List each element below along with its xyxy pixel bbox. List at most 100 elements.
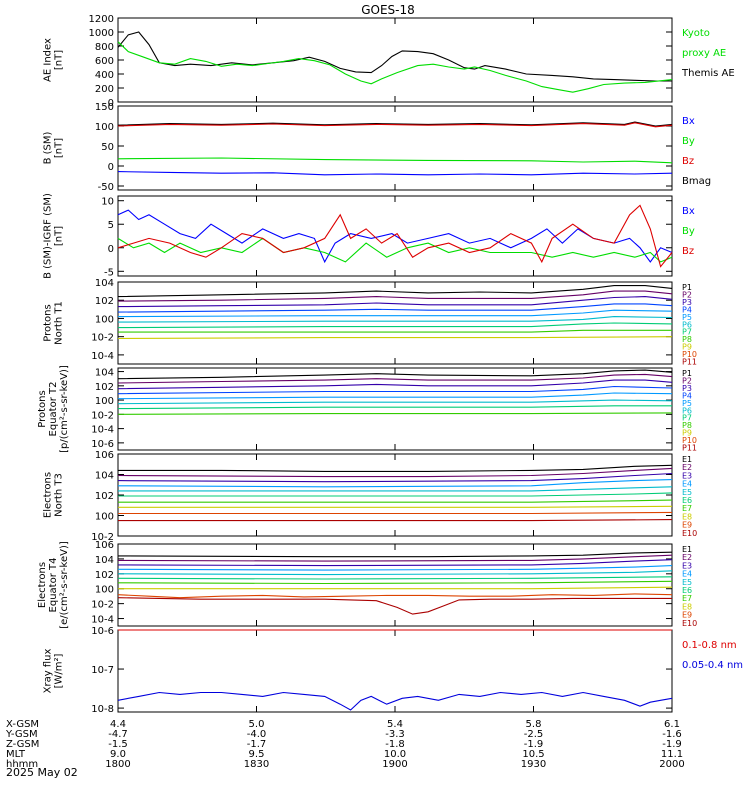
y-tick-label: 100 [95, 512, 114, 523]
series-line-p3 [117, 379, 673, 390]
legend-entry: E2 [682, 553, 692, 562]
legend-entry: E9 [682, 521, 692, 530]
series-line-e6 [117, 576, 673, 580]
series-line-e6 [118, 492, 673, 497]
y-tick-label: 1200 [89, 14, 114, 25]
x-row-value: 6.1 [664, 719, 680, 730]
series-line-e5 [118, 486, 673, 492]
y-tick-label: 102 [95, 296, 114, 307]
y-tick-label: 102 [95, 382, 114, 393]
legend-entry: E3 [682, 471, 692, 480]
legend-entry: P10 [682, 350, 697, 359]
series-line-e9 [118, 511, 673, 515]
series-line-p2 [117, 290, 673, 302]
y-tick-label: 400 [95, 70, 114, 81]
y-tick-label: 0 [108, 162, 114, 173]
legend-entry: E10 [682, 619, 697, 628]
series-line-bx [117, 171, 673, 176]
y-tick-label: 10-4 [91, 351, 114, 362]
legend-entry: P7 [682, 414, 692, 423]
legend-entry: P5 [682, 313, 692, 322]
x-row-value: 10.5 [522, 749, 544, 760]
legend-entry: P6 [682, 320, 692, 329]
y-tick-label: 1000 [89, 28, 114, 39]
series-line-e10 [117, 597, 672, 615]
y-axis-label: Protons [37, 390, 48, 427]
y-tick-label: 10-6 [91, 439, 114, 450]
series-line-p3 [117, 296, 673, 308]
legend-entry: E6 [682, 496, 692, 505]
legend-entry: Bx [682, 116, 695, 127]
series-line-p5 [117, 309, 673, 318]
series-line-bz [117, 122, 673, 128]
legend-entry: E4 [682, 570, 692, 579]
y-axis-label: Electrons [37, 562, 48, 608]
legend-entry: P8 [682, 335, 692, 344]
y-axis-label: North T3 [54, 473, 65, 517]
panel-dbsm: -5 0 5 10 B (SM)-IGRF (SM) [nT] Bx By Bz [43, 193, 695, 279]
legend-entry: E8 [682, 602, 692, 611]
y-tick-label: 106 [95, 540, 114, 551]
panel-frame [117, 629, 673, 713]
y-axis-label: Electrons [43, 472, 54, 518]
y-axis-label: Equator T2 [48, 382, 59, 437]
series-line-e7 [118, 499, 673, 503]
legend-entry: P9 [682, 429, 692, 438]
legend-entry: E6 [682, 586, 692, 595]
y-tick-label: 10-2 [91, 532, 114, 543]
y-tick-label: 10-6 [91, 626, 114, 637]
legend-entry: Bmag [682, 176, 711, 187]
y-tick-label: 102 [95, 570, 114, 581]
x-row-value: -1.9 [662, 739, 682, 750]
series-line-e8 [118, 586, 673, 590]
legend-entry: P10 [682, 436, 697, 445]
y-tick-label: 600 [95, 56, 114, 67]
x-row-label: hhmm [6, 759, 38, 770]
chart-title: GOES-18 [361, 3, 415, 17]
y-tick-label: 10-8 [91, 704, 114, 715]
y-tick-label: 100 [95, 585, 114, 596]
y-tick-label: 106 [95, 450, 114, 461]
legend-entry: P9 [682, 343, 692, 352]
y-tick-label: 102 [95, 491, 114, 502]
series-line-e1 [118, 464, 673, 472]
legend-entry: proxy AE [682, 48, 726, 59]
series-line-e4 [117, 565, 673, 571]
series-line-0-05-0-4-nm [117, 691, 673, 711]
series-line-e7 [117, 580, 673, 585]
y-tick-label: 150 [95, 102, 114, 113]
x-row-value: 10.0 [384, 749, 406, 760]
y-tick-label: 104 [95, 368, 114, 379]
y-axis-label: [p/(cm²-s-sr-keV)] [59, 365, 70, 453]
legend-entry: P3 [682, 298, 692, 307]
y-tick-label: 5 [108, 220, 114, 231]
x-row-value: -1.7 [247, 739, 267, 750]
legend-entry: E3 [682, 561, 692, 570]
y-tick-label: 100 [95, 314, 114, 325]
legend-entry: P6 [682, 406, 692, 415]
series-line-e3 [117, 559, 673, 567]
y-tick-label: 10 [101, 197, 114, 208]
legend-entry: By [682, 226, 695, 237]
legend-entry: P5 [682, 399, 692, 408]
y-axis-label: North T1 [54, 301, 65, 345]
x-row-value: 9.5 [249, 749, 265, 760]
series-line-p7 [117, 322, 673, 329]
x-row-value: -1.9 [524, 739, 544, 750]
y-tick-label: 100 [95, 396, 114, 407]
series-line-p7 [117, 405, 672, 410]
series-line-e2 [117, 554, 673, 562]
series-line-e5 [117, 570, 673, 576]
legend-entry: E2 [682, 463, 692, 472]
series-line-p4 [117, 385, 673, 395]
legend-entry: 0.1-0.8 nm [682, 640, 737, 651]
series-line-p6 [117, 399, 673, 405]
y-axis-label: [W/m²] [54, 653, 65, 688]
legend-entry: E4 [682, 480, 692, 489]
legend-entry: E7 [682, 594, 692, 603]
x-row-value: 1930 [521, 759, 546, 770]
series-line-p1 [117, 285, 673, 298]
y-axis-label: [nT] [54, 138, 65, 158]
y-tick-label: 10-2 [91, 410, 114, 421]
